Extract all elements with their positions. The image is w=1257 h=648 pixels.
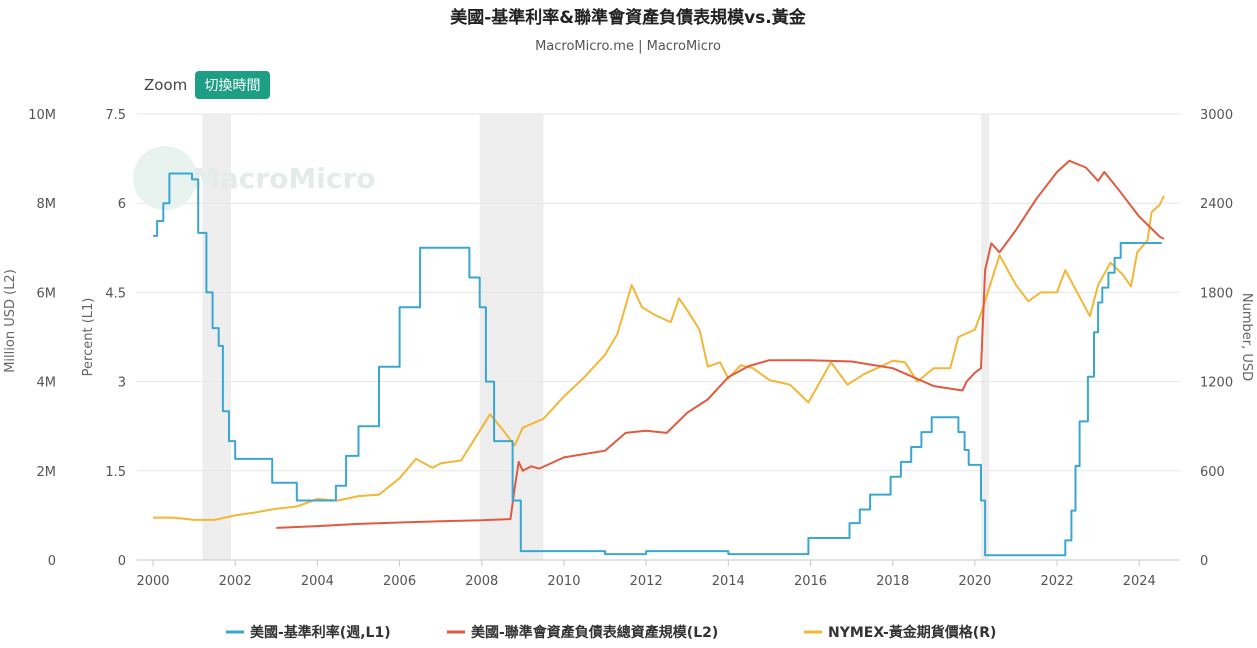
y-tick-label: 3000 <box>1200 108 1233 123</box>
chart-title: 美國-基準利率&聯準會資產負債表規模vs.黃金 <box>450 7 807 28</box>
x-tick-label: 2016 <box>794 574 827 589</box>
series-line <box>153 172 1162 557</box>
switch-time-button-bg[interactable] <box>195 71 270 99</box>
x-tick-label: 2024 <box>1123 574 1156 589</box>
x-tick-label: 2008 <box>465 574 498 589</box>
grid-lines <box>137 113 1180 472</box>
series-line <box>153 195 1165 521</box>
y-tick-label: 1800 <box>1200 286 1233 301</box>
y-tick-label: 10M <box>28 108 56 123</box>
x-axis-ticks: 2000 2002 2004 2006 2008 2010 2012 2014 2016 2018… <box>136 560 1156 589</box>
x-tick-label: 2020 <box>958 574 991 589</box>
watermark: MacroMicro <box>133 146 376 210</box>
recession-band <box>981 114 990 560</box>
recession-band <box>479 114 544 560</box>
y-tick-label: 8M <box>37 197 57 212</box>
y-tick-label: 2400 <box>1200 197 1233 212</box>
left-outer-axis-ticks: 0 2M 4M 6M 8M 10M <box>28 108 56 569</box>
x-tick-label: 2004 <box>301 574 334 589</box>
x-tick-label: 2012 <box>630 574 663 589</box>
plot-area: MacroMicro <box>133 113 1180 561</box>
recession-band <box>202 114 232 560</box>
left-inner-axis-ticks: 0 1.5 3 4.5 6 7.5 <box>105 108 126 569</box>
y-tick-label: 0 <box>118 554 126 569</box>
y-tick-label: 4M <box>37 376 57 391</box>
x-tick-label: 2000 <box>136 574 169 589</box>
y-tick-label: 6M <box>37 286 57 301</box>
switch-time-button-label[interactable]: 切換時間 <box>205 78 261 94</box>
legend-item-label: NYMEX-黃金期貨價格(R) <box>828 624 996 641</box>
series-lines <box>153 159 1165 557</box>
y-tick-label: 6 <box>118 197 126 212</box>
x-tick-label: 2002 <box>219 574 252 589</box>
right-axis-title: Number, USD <box>1239 293 1254 381</box>
recession-bands <box>202 114 990 560</box>
y-tick-label: 0 <box>1200 554 1208 569</box>
left-outer-axis-title: Million USD (L2) <box>3 269 18 373</box>
series-line <box>276 159 1165 529</box>
legend-item-label: 美國-聯準會資產負債表總資產規模(L2) <box>471 624 718 641</box>
y-tick-label: 0 <box>48 554 56 569</box>
x-tick-label: 2014 <box>712 574 745 589</box>
legend-item-label: 美國-基準利率(週,L1) <box>250 624 391 641</box>
y-tick-label: 7.5 <box>105 108 126 123</box>
y-tick-label: 3 <box>118 376 126 391</box>
x-tick-label: 2010 <box>547 574 580 589</box>
x-tick-label: 2006 <box>383 574 416 589</box>
zoom-label: Zoom <box>144 76 187 94</box>
x-tick-label: 2018 <box>876 574 909 589</box>
watermark-text: MacroMicro <box>192 162 376 195</box>
right-axis-ticks: 0 600 1200 1800 2400 3000 <box>1200 108 1233 569</box>
y-tick-label: 1200 <box>1200 376 1233 391</box>
left-inner-axis-title: Percent (L1) <box>81 298 96 377</box>
legend: 美國-基準利率(週,L1) 美國-聯準會資產負債表總資產規模(L2) NYMEX-黃… <box>226 624 996 641</box>
y-tick-label: 4.5 <box>105 286 126 301</box>
switch-time-button[interactable]: 切換時間 <box>195 71 270 99</box>
y-tick-label: 2M <box>37 465 57 480</box>
y-tick-label: 1.5 <box>105 465 126 480</box>
y-tick-label: 600 <box>1200 465 1225 480</box>
x-tick-label: 2022 <box>1041 574 1074 589</box>
watermark-logo-icon <box>133 146 197 210</box>
chart-subtitle: MacroMicro.me | MacroMicro <box>535 39 721 54</box>
